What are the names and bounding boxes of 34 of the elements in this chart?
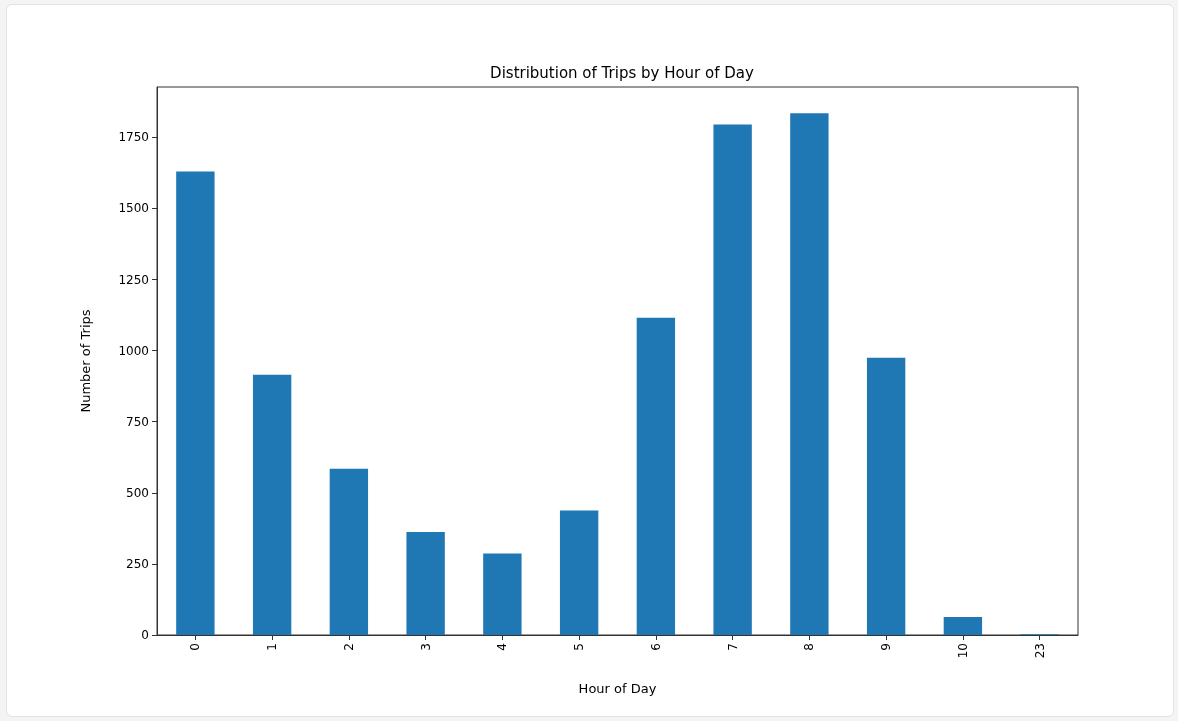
bar — [483, 553, 522, 635]
y-tick-label: 500 — [126, 485, 149, 500]
y-tick-label: 250 — [126, 556, 149, 571]
bar — [252, 374, 292, 635]
y-tick-label: 1000 — [118, 343, 149, 358]
x-tick-label: 4 — [495, 643, 510, 651]
bar — [559, 510, 599, 635]
chart-title: Distribution of Trips by Hour of Day — [490, 63, 755, 82]
x-axis-title: Hour of Day — [578, 681, 657, 696]
bar — [866, 357, 906, 635]
y-tick-label: 1500 — [118, 201, 149, 216]
x-tick-label: 7 — [725, 643, 740, 651]
x-tick-label: 10 — [955, 643, 970, 659]
bar — [713, 124, 752, 635]
x-tick-label: 23 — [1032, 643, 1047, 659]
bar — [329, 468, 369, 635]
bar — [176, 171, 215, 635]
x-tick-label: 8 — [802, 643, 817, 651]
y-tick-label: 750 — [126, 414, 149, 429]
x-tick-label: 3 — [418, 643, 433, 651]
x-tick-label: 0 — [188, 643, 203, 651]
y-tick-label: 1250 — [118, 272, 149, 287]
bar — [790, 113, 829, 635]
y-axis-title: Number of Trips — [78, 309, 93, 413]
bar — [943, 617, 983, 635]
x-tick-label: 9 — [879, 643, 894, 651]
x-tick-label: 5 — [572, 643, 587, 651]
x-tick-label: 2 — [341, 643, 356, 651]
bar — [636, 317, 676, 635]
x-tick-label: 6 — [648, 643, 663, 651]
y-tick-label: 0 — [141, 628, 149, 642]
y-tick-label: 1750 — [118, 130, 149, 145]
bar — [406, 532, 445, 635]
x-tick-label: 1 — [265, 643, 280, 651]
